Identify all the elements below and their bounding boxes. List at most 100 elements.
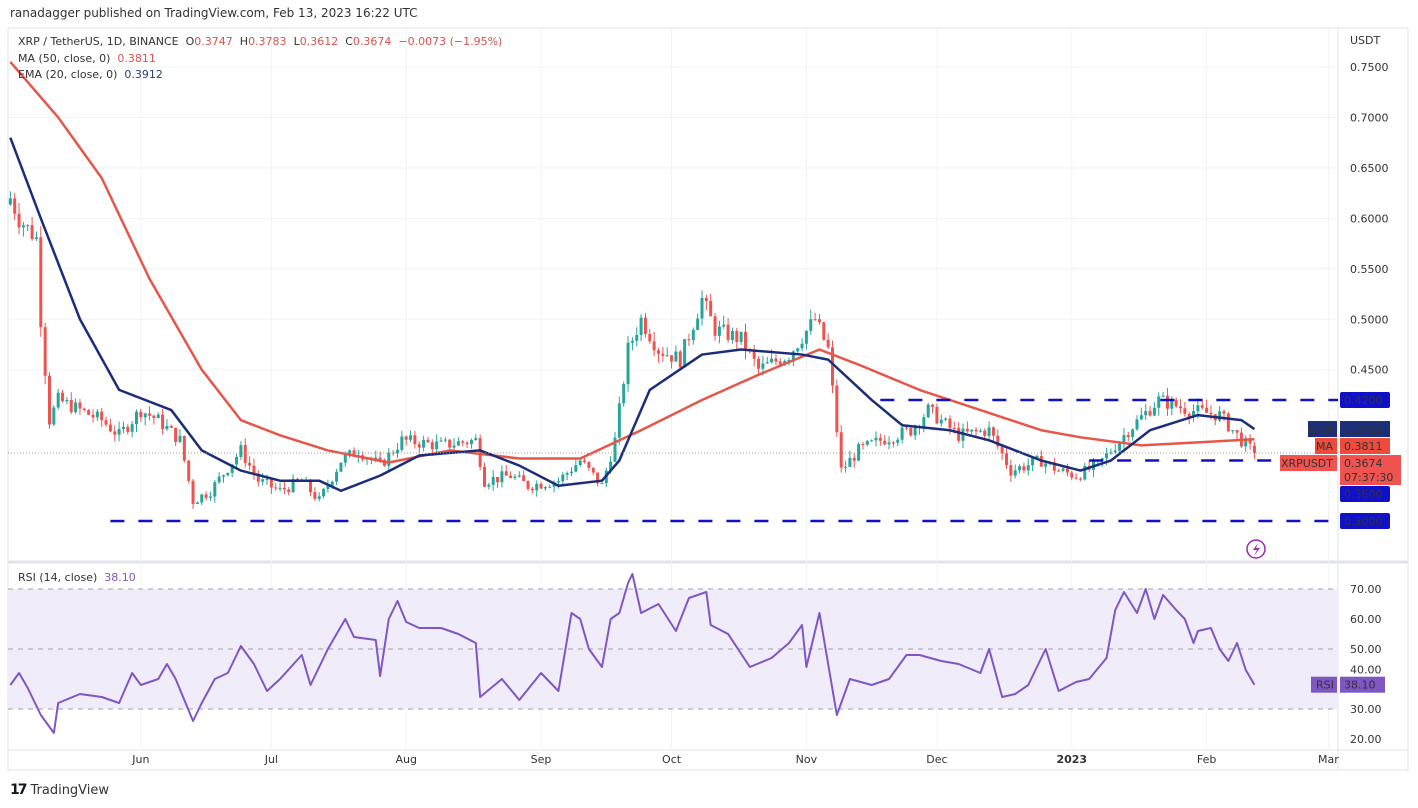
candle-body[interactable] bbox=[822, 322, 826, 340]
candle-body[interactable] bbox=[43, 327, 47, 376]
candle-body[interactable] bbox=[243, 445, 247, 463]
candle-body[interactable] bbox=[483, 466, 486, 487]
candle-body[interactable] bbox=[744, 331, 747, 351]
candle-body[interactable] bbox=[261, 479, 265, 482]
candle-body[interactable] bbox=[1231, 430, 1235, 432]
candle-body[interactable] bbox=[1031, 457, 1035, 466]
candle-body[interactable] bbox=[213, 482, 217, 497]
candle-body[interactable] bbox=[517, 475, 521, 477]
candle-body[interactable] bbox=[443, 439, 447, 441]
candle-body[interactable] bbox=[1192, 411, 1196, 418]
candle-body[interactable] bbox=[469, 440, 473, 445]
candle-body[interactable] bbox=[522, 475, 526, 482]
candle-body[interactable] bbox=[30, 225, 34, 239]
candle-body[interactable] bbox=[13, 198, 17, 214]
candle-body[interactable] bbox=[1131, 429, 1135, 438]
candle-body[interactable] bbox=[335, 471, 339, 482]
candle-body[interactable] bbox=[235, 456, 239, 465]
candle-body[interactable] bbox=[1187, 413, 1191, 418]
candle-body[interactable] bbox=[278, 487, 282, 489]
candle-body[interactable] bbox=[704, 297, 708, 302]
candle-body[interactable] bbox=[652, 341, 656, 351]
candle-body[interactable] bbox=[95, 411, 99, 418]
candle-body[interactable] bbox=[978, 430, 982, 432]
candle-body[interactable] bbox=[1157, 396, 1161, 408]
candle-body[interactable] bbox=[735, 330, 739, 343]
candle-body[interactable] bbox=[965, 428, 969, 432]
candle-body[interactable] bbox=[852, 457, 856, 461]
candle-body[interactable] bbox=[265, 478, 269, 480]
candle-body[interactable] bbox=[156, 414, 160, 419]
candle-body[interactable] bbox=[117, 428, 121, 435]
candle-body[interactable] bbox=[230, 464, 234, 473]
candle-body[interactable] bbox=[865, 440, 869, 445]
candle-body[interactable] bbox=[535, 483, 539, 491]
candle-body[interactable] bbox=[909, 428, 913, 436]
candle-body[interactable] bbox=[804, 330, 808, 344]
candle-body[interactable] bbox=[391, 452, 395, 454]
candle-body[interactable] bbox=[287, 489, 291, 493]
candle-body[interactable] bbox=[974, 429, 978, 432]
candle-body[interactable] bbox=[1013, 470, 1017, 476]
candle-body[interactable] bbox=[135, 411, 138, 425]
candle-body[interactable] bbox=[282, 487, 286, 490]
candle-body[interactable] bbox=[1218, 411, 1222, 421]
candle-body[interactable] bbox=[1209, 412, 1213, 415]
candle-body[interactable] bbox=[1074, 477, 1078, 479]
candle-body[interactable] bbox=[208, 496, 212, 498]
candle-body[interactable] bbox=[74, 402, 78, 413]
candle-body[interactable] bbox=[722, 324, 726, 327]
candle-body[interactable] bbox=[613, 437, 617, 462]
candle-body[interactable] bbox=[739, 331, 743, 343]
candle-body[interactable] bbox=[778, 361, 782, 365]
candle-body[interactable] bbox=[1061, 468, 1065, 471]
candle-body[interactable] bbox=[52, 407, 56, 425]
candle-body[interactable] bbox=[1070, 472, 1074, 478]
candle-body[interactable] bbox=[817, 319, 821, 323]
candle-body[interactable] bbox=[839, 432, 843, 468]
candle-body[interactable] bbox=[691, 329, 695, 341]
candle-body[interactable] bbox=[813, 319, 817, 321]
candle-body[interactable] bbox=[330, 481, 334, 486]
candle-body[interactable] bbox=[626, 342, 630, 385]
candle-body[interactable] bbox=[126, 426, 130, 432]
candle-body[interactable] bbox=[48, 375, 51, 425]
candle-body[interactable] bbox=[374, 457, 378, 460]
candle-body[interactable] bbox=[378, 457, 382, 460]
candle-body[interactable] bbox=[752, 350, 756, 359]
candle-body[interactable] bbox=[252, 465, 256, 474]
candle-body[interactable] bbox=[169, 426, 173, 428]
candle-body[interactable] bbox=[461, 441, 465, 443]
candle-body[interactable] bbox=[630, 340, 634, 343]
candle-body[interactable] bbox=[465, 442, 469, 445]
candle-body[interactable] bbox=[1183, 408, 1187, 414]
candle-body[interactable] bbox=[1152, 407, 1156, 416]
candle-body[interactable] bbox=[661, 353, 665, 356]
candle-body[interactable] bbox=[713, 316, 717, 336]
candle-body[interactable] bbox=[683, 339, 687, 368]
candle-body[interactable] bbox=[657, 350, 660, 354]
candle-body[interactable] bbox=[1018, 466, 1022, 471]
candle-body[interactable] bbox=[730, 330, 734, 340]
candle-body[interactable] bbox=[500, 471, 504, 483]
candle-body[interactable] bbox=[182, 435, 186, 461]
candle-body[interactable] bbox=[983, 430, 987, 436]
candle-body[interactable] bbox=[474, 438, 478, 441]
candle-body[interactable] bbox=[108, 424, 112, 432]
candle-body[interactable] bbox=[509, 475, 513, 478]
candle-body[interactable] bbox=[922, 417, 926, 428]
candle-body[interactable] bbox=[970, 429, 974, 432]
candle-body[interactable] bbox=[874, 437, 878, 441]
candle-body[interactable] bbox=[591, 467, 595, 473]
candle-body[interactable] bbox=[343, 454, 347, 463]
candle-body[interactable] bbox=[565, 473, 569, 475]
candle-body[interactable] bbox=[430, 442, 434, 450]
candle-body[interactable] bbox=[883, 440, 887, 445]
candle-body[interactable] bbox=[787, 360, 791, 362]
candle-body[interactable] bbox=[526, 481, 530, 489]
candle-body[interactable] bbox=[513, 476, 517, 478]
candle-body[interactable] bbox=[452, 445, 456, 448]
candle-body[interactable] bbox=[222, 475, 225, 477]
candle-body[interactable] bbox=[1179, 406, 1182, 409]
